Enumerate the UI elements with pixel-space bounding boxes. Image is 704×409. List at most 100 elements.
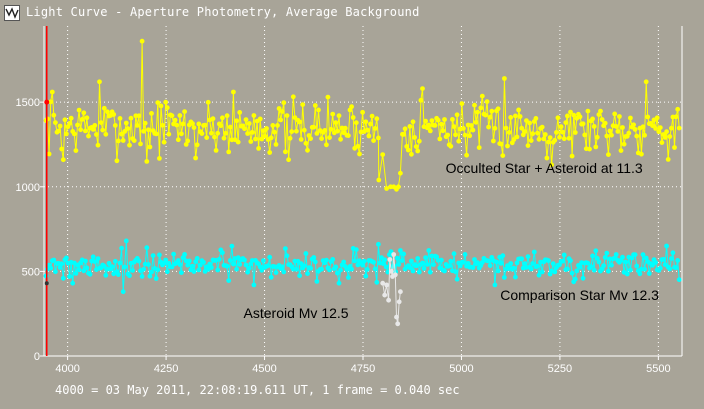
data-point-occulted-star-asteroid-at-11-3 [297, 119, 302, 125]
data-point-occulted-star-asteroid-at-11-3 [120, 138, 126, 143]
data-point-comparison-star-mv-12-3 [623, 259, 629, 265]
data-point-occulted-star-asteroid-at-11-3 [613, 124, 619, 129]
data-point-comparison-star-mv-12-3 [415, 256, 421, 261]
y-tick-label: 1000 [16, 182, 40, 194]
data-point-comparison-star-mv-12-3 [341, 259, 347, 265]
data-point-comparison-star-mv-12-3 [273, 270, 279, 275]
data-point-occulted-star-asteroid-at-11-3 [56, 128, 61, 134]
data-point-comparison-star-mv-12-3 [372, 266, 378, 272]
data-point-comparison-star-mv-12-3 [591, 267, 597, 273]
data-point-occulted-star-asteroid-at-11-3 [161, 139, 167, 145]
data-point-occulted-star-asteroid-at-11-3 [223, 130, 229, 136]
data-point-comparison-star-mv-12-3 [580, 275, 586, 281]
x-tick-label: 4750 [351, 363, 375, 375]
data-point-occulted-star-asteroid-at-11-3 [298, 137, 304, 142]
data-point-comparison-star-mv-12-3 [106, 260, 112, 266]
data-point-comparison-star-mv-12-3 [234, 266, 240, 272]
data-point-comparison-star-mv-12-3 [431, 262, 436, 267]
data-point-occulted-star-asteroid-at-11-3 [319, 136, 324, 141]
light-curve-plot[interactable]: Occulted Star + Asteroid at 11.3 Comparis… [0, 26, 704, 382]
data-point-occulted-star-asteroid-at-11-3 [248, 139, 254, 144]
data-point-occulted-star-asteroid-at-11-3 [79, 117, 85, 122]
data-point-comparison-star-mv-12-3 [59, 261, 65, 267]
data-point-comparison-star-mv-12-3 [141, 266, 147, 272]
data-point-comparison-star-mv-12-3 [169, 264, 175, 270]
data-point-occulted-star-asteroid-at-11-3 [473, 119, 479, 125]
data-point-comparison-star-mv-12-3 [550, 261, 556, 267]
data-point-occulted-star-asteroid-at-11-3 [468, 123, 474, 128]
data-point-occulted-star-asteroid-at-11-3 [568, 109, 573, 115]
data-point-occulted-star-asteroid-at-11-3 [489, 108, 495, 114]
data-point-comparison-star-mv-12-3 [220, 250, 225, 256]
data-point-comparison-star-mv-12-3 [472, 257, 477, 262]
data-point-occulted-star-asteroid-at-11-3 [224, 113, 230, 119]
data-point-occulted-star-asteroid-at-11-3 [486, 124, 491, 130]
data-point-comparison-star-mv-12-3 [182, 252, 188, 257]
data-point-occulted-star-asteroid-at-11-3 [127, 142, 132, 148]
data-point-comparison-star-mv-12-3 [194, 256, 200, 261]
data-point-comparison-star-mv-12-3 [560, 258, 566, 264]
data-point-occulted-star-asteroid-at-11-3 [491, 138, 496, 144]
data-point-comparison-star-mv-12-3 [535, 263, 540, 269]
data-point-comparison-star-mv-12-3 [150, 253, 156, 258]
data-point-occulted-star-asteroid-at-11-3 [264, 126, 269, 131]
data-point-occulted-star-asteroid-at-11-3 [294, 128, 299, 134]
data-point-occulted-star-asteroid-at-11-3 [322, 128, 328, 133]
data-point-occulted-star-asteroid-at-11-3 [513, 113, 518, 119]
data-point-occulted-star-asteroid-at-11-3 [571, 112, 577, 118]
data-point-occulted-star-asteroid-at-11-3 [243, 117, 249, 122]
data-point-comparison-star-mv-12-3 [215, 267, 221, 273]
data-point-occulted-star-asteroid-at-11-3 [561, 136, 567, 142]
data-point-occulted-star-asteroid-at-11-3 [659, 140, 665, 145]
data-point-comparison-star-mv-12-3 [513, 274, 518, 280]
data-point-comparison-star-mv-12-3 [268, 274, 274, 280]
data-point-comparison-star-mv-12-3 [196, 267, 202, 273]
data-point-asteroid-mv-12-5 [398, 289, 403, 295]
data-point-comparison-star-mv-12-3 [628, 267, 633, 273]
data-point-comparison-star-mv-12-3 [175, 258, 181, 263]
data-point-comparison-star-mv-12-3 [67, 274, 72, 279]
data-point-comparison-star-mv-12-3 [344, 267, 350, 272]
data-point-comparison-star-mv-12-3 [311, 255, 317, 260]
data-point-occulted-star-asteroid-at-11-3 [402, 126, 408, 132]
data-point-occulted-star-asteroid-at-11-3 [100, 127, 106, 133]
data-point-occulted-star-asteroid-at-11-3 [276, 106, 282, 111]
data-point-occulted-star-asteroid-at-11-3 [205, 99, 211, 105]
data-point-occulted-star-asteroid-at-11-3 [67, 121, 72, 126]
data-point-occulted-star-asteroid-at-11-3 [221, 135, 227, 141]
data-point-occulted-star-asteroid-at-11-3 [210, 116, 216, 122]
data-point-comparison-star-mv-12-3 [426, 248, 432, 253]
data-point-occulted-star-asteroid-at-11-3 [467, 133, 473, 139]
data-point-occulted-star-asteroid-at-11-3 [350, 115, 356, 120]
data-point-occulted-star-asteroid-at-11-3 [71, 131, 77, 137]
data-point-comparison-star-mv-12-3 [123, 238, 129, 244]
data-point-comparison-star-mv-12-3 [43, 273, 49, 279]
data-point-comparison-star-mv-12-3 [64, 255, 69, 261]
data-point-occulted-star-asteroid-at-11-3 [209, 130, 214, 136]
data-point-occulted-star-asteroid-at-11-3 [508, 115, 514, 120]
data-point-comparison-star-mv-12-3 [569, 270, 575, 276]
data-point-occulted-star-asteroid-at-11-3 [191, 125, 197, 130]
data-point-asteroid-mv-12-5 [387, 257, 393, 262]
data-point-occulted-star-asteroid-at-11-3 [546, 139, 551, 145]
data-point-occulted-star-asteroid-at-11-3 [363, 119, 369, 125]
data-point-comparison-star-mv-12-3 [364, 267, 370, 272]
data-point-occulted-star-asteroid-at-11-3 [101, 105, 107, 111]
data-point-occulted-star-asteroid-at-11-3 [560, 129, 566, 135]
data-point-occulted-star-asteroid-at-11-3 [549, 162, 554, 168]
data-point-comparison-star-mv-12-3 [361, 258, 367, 264]
data-point-occulted-star-asteroid-at-11-3 [147, 144, 153, 150]
data-point-occulted-star-asteroid-at-11-3 [81, 110, 87, 116]
data-point-occulted-star-asteroid-at-11-3 [662, 135, 668, 140]
data-point-occulted-star-asteroid-at-11-3 [506, 130, 512, 135]
data-point-occulted-star-asteroid-at-11-3 [49, 89, 55, 95]
light-curve-app-icon[interactable] [4, 5, 20, 21]
data-point-comparison-star-mv-12-3 [281, 269, 287, 275]
data-point-comparison-star-mv-12-3 [577, 264, 583, 270]
data-point-occulted-star-asteroid-at-11-3 [284, 113, 290, 118]
data-point-comparison-star-mv-12-3 [265, 263, 271, 269]
data-point-comparison-star-mv-12-3 [427, 269, 433, 275]
data-point-comparison-star-mv-12-3 [620, 254, 625, 260]
cursor-marker-target [44, 99, 50, 105]
y-tick-label: 1500 [16, 97, 40, 109]
